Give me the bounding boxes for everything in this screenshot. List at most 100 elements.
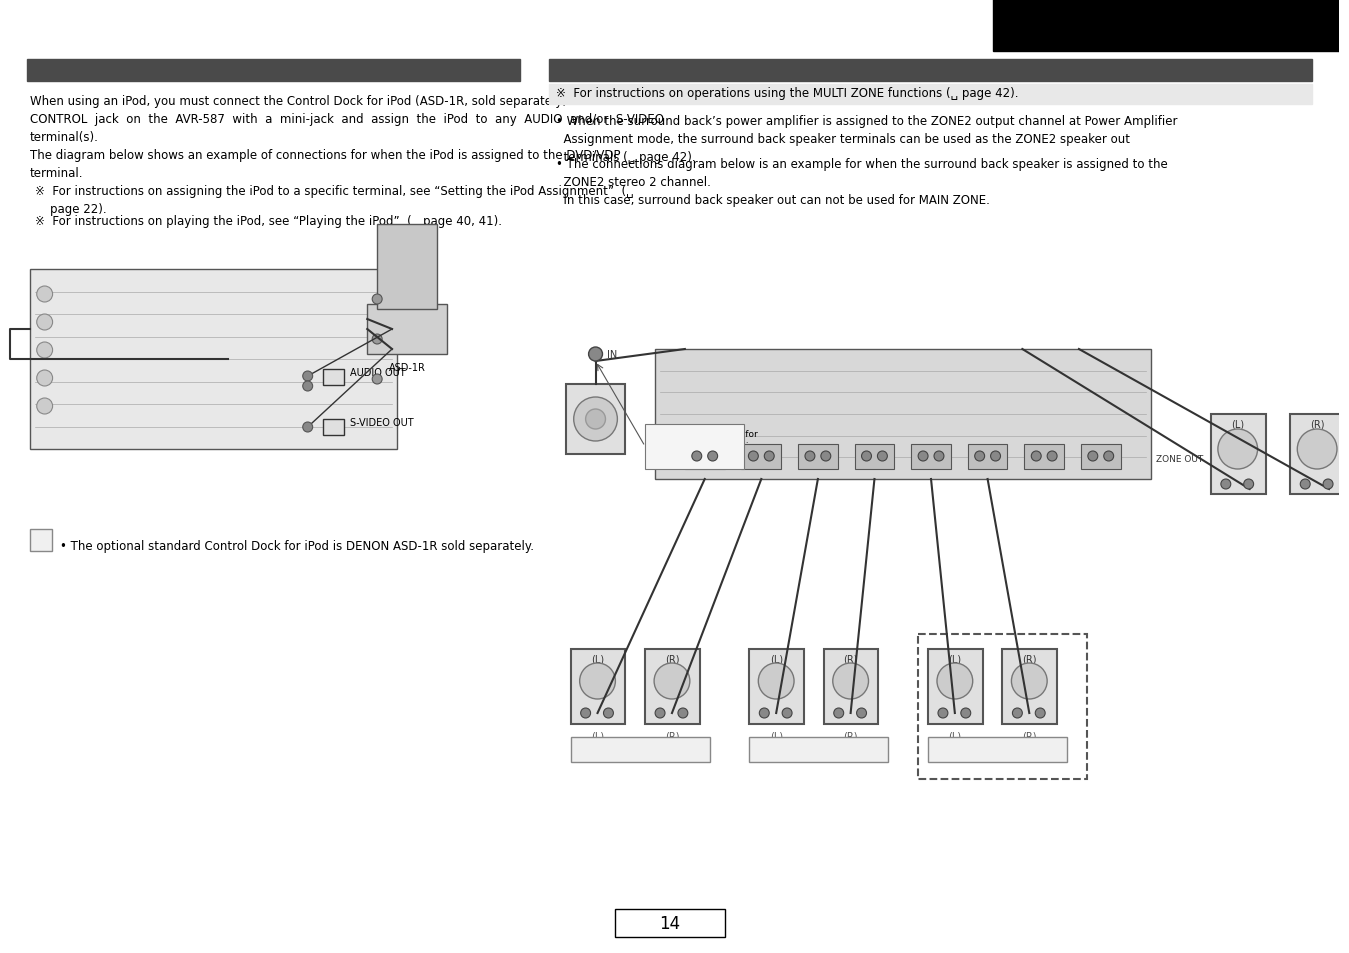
Circle shape (372, 375, 382, 385)
Text: (L): (L) (1232, 419, 1244, 430)
Bar (1081, 444, 1121, 470)
Circle shape (302, 381, 313, 392)
Circle shape (679, 708, 688, 719)
Circle shape (36, 343, 53, 358)
Bar (928, 649, 982, 724)
Bar (549, 85, 1313, 105)
Text: (R): (R) (843, 655, 858, 664)
Bar (1024, 444, 1064, 470)
Text: ※  For instructions on playing the iPod, see “Playing the iPod”  (␣ page 40, 41): ※ For instructions on playing the iPod, … (35, 214, 502, 228)
Bar (322, 419, 344, 436)
Text: (L): (L) (770, 731, 782, 741)
Circle shape (765, 452, 774, 461)
Circle shape (580, 663, 615, 700)
Bar (571, 738, 710, 762)
Circle shape (708, 452, 718, 461)
Bar (1291, 415, 1345, 495)
Bar (645, 424, 745, 470)
Circle shape (934, 452, 944, 461)
Circle shape (820, 452, 831, 461)
Bar (742, 444, 781, 470)
Circle shape (302, 372, 313, 381)
Circle shape (1323, 479, 1333, 490)
Text: (L): (L) (948, 731, 962, 741)
Text: • The optional standard Control Dock for iPod is DENON ASD-1R sold separately.: • The optional standard Control Dock for… (59, 539, 534, 553)
Text: (L): (L) (948, 655, 962, 664)
Text: (R): (R) (1310, 419, 1325, 430)
Text: (R): (R) (665, 731, 679, 741)
Circle shape (832, 663, 869, 700)
Bar (967, 444, 1008, 470)
Bar (322, 370, 344, 386)
Circle shape (758, 663, 795, 700)
Text: ※  For instructions on assigning the iPod to a specific terminal, see “Setting t: ※ For instructions on assigning the iPod… (35, 185, 634, 215)
Circle shape (1035, 708, 1045, 719)
Text: 14: 14 (660, 914, 680, 932)
Circle shape (1087, 452, 1098, 461)
Text: (R): (R) (665, 655, 679, 664)
Text: • When the surround back’s power amplifier is assigned to the ZONE2 output chann: • When the surround back’s power amplifi… (556, 115, 1178, 164)
Bar (993, 0, 1340, 52)
Bar (549, 60, 1313, 82)
Bar (367, 305, 447, 355)
Text: ZONE OUT: ZONE OUT (1156, 455, 1203, 464)
Circle shape (975, 452, 985, 461)
Circle shape (1012, 708, 1023, 719)
Circle shape (36, 398, 53, 415)
Circle shape (1031, 452, 1041, 461)
Bar (571, 649, 626, 724)
Text: (L): (L) (591, 655, 604, 664)
Circle shape (834, 708, 843, 719)
Bar (824, 649, 878, 724)
Bar (615, 909, 724, 937)
Circle shape (1047, 452, 1058, 461)
Text: (R): (R) (1023, 731, 1036, 741)
Text: A: A (329, 373, 337, 382)
Circle shape (580, 708, 591, 719)
Text: AUDIO OUT: AUDIO OUT (351, 368, 406, 377)
Text: ASD-1R: ASD-1R (389, 363, 425, 373)
Bar (911, 444, 951, 470)
Bar (27, 60, 521, 82)
Circle shape (1012, 663, 1047, 700)
Bar (799, 444, 838, 470)
Circle shape (1218, 430, 1257, 470)
Circle shape (588, 348, 603, 361)
Circle shape (857, 708, 866, 719)
Circle shape (654, 663, 689, 700)
Bar (919, 635, 1087, 780)
Circle shape (919, 452, 928, 461)
Circle shape (656, 708, 665, 719)
Text: IN: IN (607, 350, 618, 359)
Text: ✎: ✎ (35, 534, 46, 547)
Bar (855, 444, 894, 470)
Bar (750, 738, 889, 762)
Bar (565, 385, 626, 455)
Circle shape (1244, 479, 1253, 490)
Text: G: G (329, 422, 337, 433)
Bar (30, 270, 397, 450)
Circle shape (782, 708, 792, 719)
Text: S-VIDEO OUT: S-VIDEO OUT (351, 417, 414, 428)
Text: When using an iPod, you must connect the Control Dock for iPod (ASD-1R, sold sep: When using an iPod, you must connect the… (30, 95, 664, 180)
Text: Connection terminal for
subwoofer with built-in
amplifier.: Connection terminal for subwoofer with b… (650, 430, 758, 462)
Bar (30, 530, 51, 552)
Bar (685, 444, 724, 470)
Circle shape (36, 371, 53, 387)
Text: ※  For instructions on operations using the MULTI ZONE functions (␣ page 42).: ※ For instructions on operations using t… (556, 87, 1018, 100)
Text: (L): (L) (770, 655, 782, 664)
Bar (656, 350, 1152, 479)
Circle shape (1221, 479, 1230, 490)
Circle shape (805, 452, 815, 461)
Circle shape (877, 452, 888, 461)
Circle shape (862, 452, 871, 461)
Circle shape (960, 708, 971, 719)
Text: • The connections diagram below is an example for when the surround back speaker: • The connections diagram below is an ex… (556, 158, 1168, 207)
Circle shape (1103, 452, 1114, 461)
Bar (1211, 415, 1265, 495)
Text: (R): (R) (843, 731, 858, 741)
Circle shape (36, 314, 53, 331)
Bar (928, 738, 1067, 762)
Circle shape (585, 410, 606, 430)
Circle shape (372, 294, 382, 305)
